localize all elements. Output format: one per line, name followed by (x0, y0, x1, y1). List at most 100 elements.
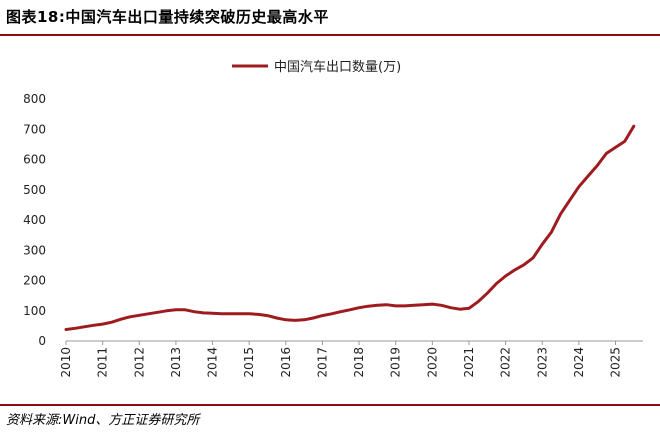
x-tick-label: 2016 (279, 347, 293, 378)
data-point (302, 318, 306, 322)
data-point (421, 303, 425, 306)
data-point (238, 312, 242, 315)
y-tick-label: 400 (23, 213, 46, 227)
data-point (504, 274, 507, 278)
data-point (101, 322, 104, 326)
data-point (147, 312, 150, 315)
data-point (247, 312, 251, 315)
x-tick-label: 2022 (499, 347, 513, 378)
data-point (183, 308, 187, 312)
data-point (541, 243, 544, 246)
data-point (440, 304, 443, 307)
y-tick-label: 200 (23, 274, 46, 288)
data-point (531, 256, 535, 260)
y-axis-ticks: 0 100 200 300 400 500 600 700 800 (23, 92, 46, 348)
data-point (403, 304, 407, 308)
y-tick-label: 100 (23, 304, 46, 318)
x-axis-ticks: 2010 2011 2012 2013 2014 2015 2016 2017 2018 2019… (59, 341, 623, 378)
data-point (348, 308, 352, 312)
data-point (623, 140, 626, 143)
data-point (211, 311, 214, 315)
data-point (449, 306, 452, 309)
data-point (467, 307, 471, 310)
data-point (73, 327, 77, 330)
legend-label: 中国汽车出口数量(万) (274, 59, 401, 75)
x-tick-label: 2020 (425, 347, 439, 378)
figure-title: 图表18:中国汽车出口量持续突破历史最高水平 (6, 8, 329, 26)
data-point (394, 304, 397, 308)
data-point (229, 312, 233, 315)
data-point (495, 282, 498, 285)
data-points (64, 125, 636, 331)
data-point (128, 315, 132, 318)
series-line (64, 124, 636, 331)
data-point (156, 311, 159, 314)
data-point (339, 310, 342, 313)
data-point (586, 174, 590, 178)
data-point (119, 318, 123, 321)
data-point (596, 164, 599, 167)
data-point (257, 313, 260, 316)
data-point (330, 312, 333, 315)
y-tick-label: 700 (23, 122, 46, 136)
data-point (202, 311, 205, 315)
data-point (458, 308, 462, 311)
data-point (605, 152, 608, 155)
y-tick-label: 300 (23, 243, 46, 257)
data-point (614, 146, 617, 149)
y-tick-label: 500 (23, 183, 46, 197)
y-tick-label: 800 (23, 92, 46, 106)
data-point (110, 321, 113, 324)
x-tick-label: 2024 (572, 347, 586, 378)
x-tick-label: 2023 (535, 347, 549, 378)
y-tick-label: 600 (23, 153, 46, 167)
data-point (357, 306, 361, 309)
data-point (266, 314, 269, 317)
data-point (476, 300, 480, 303)
data-point (632, 125, 636, 128)
data-point (486, 292, 489, 295)
data-point (193, 310, 196, 313)
y-tick-label: 0 (38, 334, 46, 348)
legend: 中国汽车出口数量(万) (232, 59, 401, 75)
x-tick-label: 2012 (132, 347, 146, 378)
data-point (321, 314, 324, 317)
title-divider (0, 34, 660, 36)
data-point (284, 318, 288, 322)
data-point (165, 309, 168, 312)
data-point (431, 302, 434, 306)
x-tick-label: 2015 (242, 347, 256, 378)
data-point (275, 316, 278, 320)
source-note: 资料来源:Wind、方正证券研究所 (6, 413, 200, 428)
x-tick-label: 2017 (315, 347, 329, 378)
x-tick-label: 2011 (96, 347, 110, 378)
data-point (385, 303, 388, 306)
data-point (220, 312, 223, 315)
x-tick-label: 2018 (352, 347, 366, 378)
x-tick-label: 2021 (462, 347, 476, 378)
data-point (64, 328, 68, 331)
data-point (293, 319, 297, 322)
data-point (522, 263, 526, 266)
data-point (92, 324, 95, 327)
data-point (376, 304, 379, 307)
data-point (513, 268, 516, 272)
data-point (83, 325, 86, 328)
data-point (568, 199, 571, 202)
x-tick-label: 2013 (169, 347, 183, 378)
line-chart: 中国汽车出口数量(万) 0 100 200 300 400 500 600 700 800 20… (23, 59, 643, 378)
x-tick-label: 2014 (206, 347, 220, 378)
data-point (138, 314, 141, 317)
data-point (577, 185, 581, 188)
data-point (174, 308, 178, 312)
data-point (312, 316, 315, 320)
x-tick-label: 2010 (59, 347, 73, 378)
data-point (550, 230, 553, 234)
data-point (412, 304, 416, 307)
data-point (367, 305, 370, 308)
data-point (559, 212, 562, 216)
x-tick-label: 2019 (389, 347, 403, 378)
source-divider (0, 404, 660, 406)
x-tick-label: 2025 (609, 347, 623, 378)
